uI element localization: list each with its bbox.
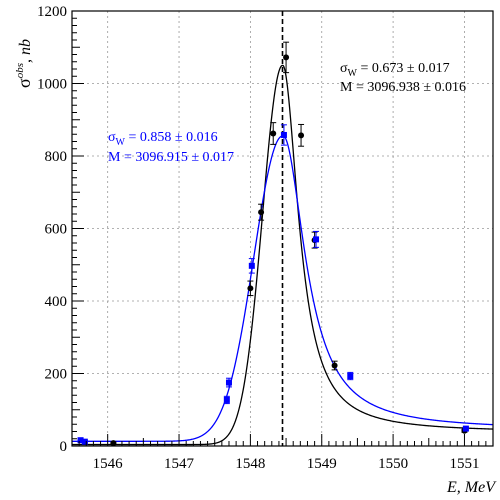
x-tick-label: 1550 xyxy=(378,456,408,472)
data-point-blue xyxy=(347,371,354,381)
marker-square xyxy=(280,131,287,138)
data-point-black xyxy=(258,203,265,221)
marker-square xyxy=(347,373,354,380)
y-axis-symbol: σ xyxy=(14,78,34,88)
marker-square xyxy=(81,438,88,445)
marker-square xyxy=(77,437,84,444)
marker-square xyxy=(462,425,469,432)
marker-circle xyxy=(247,285,254,292)
data-point-black xyxy=(110,440,117,447)
marker-square xyxy=(248,262,255,269)
annotation-black-mass-label: M xyxy=(340,80,353,95)
y-tick-label: 600 xyxy=(45,222,68,238)
annotation-blue-sigma-line: σW = 0.858 ± 0.016 xyxy=(108,130,218,148)
data-point-blue xyxy=(313,230,320,248)
y-tick-label: 1000 xyxy=(37,77,67,93)
data-point-blue xyxy=(248,258,255,274)
annotation-blue: σW = 0.858 ± 0.016 M = 3096.915 ± 0.017 xyxy=(108,130,234,165)
x-tick-label: 1547 xyxy=(164,456,195,472)
data-point-black xyxy=(247,280,254,297)
x-tick-label: 1548 xyxy=(235,456,265,472)
data-point-black xyxy=(331,360,338,371)
data-point-blue xyxy=(223,395,230,405)
data-point-black xyxy=(283,41,290,74)
marker-circle xyxy=(270,130,277,137)
annotation-blue-mass-label: M xyxy=(108,150,121,165)
data-point-blue xyxy=(462,425,469,432)
data-point-blue xyxy=(225,377,232,388)
data-point-black xyxy=(298,123,305,147)
annotation-black-mass-line: M = 3096.938 ± 0.016 xyxy=(340,80,466,95)
annotation-blue-mass-line: M = 3096.915 ± 0.017 xyxy=(108,150,234,165)
data-point-black xyxy=(270,122,277,145)
annotation-black: σW = 0.673 ± 0.017 M = 3096.938 ± 0.016 xyxy=(340,61,466,95)
annotation-blue-mass-value: = 3096.915 ± 0.017 xyxy=(120,150,234,165)
y-axis-superscript: obs xyxy=(14,63,26,78)
axis-ticks xyxy=(71,10,494,447)
data-point-blue xyxy=(81,438,88,445)
annotation-black-sigma: σ xyxy=(340,61,348,76)
data-point-blue xyxy=(280,124,287,146)
x-tick-label: 1551 xyxy=(449,456,479,472)
marker-square xyxy=(223,396,230,403)
marker-circle xyxy=(110,440,117,447)
y-tick-label: 800 xyxy=(45,149,68,165)
marker-circle xyxy=(331,362,338,369)
annotation-black-sigma-value: = 0.673 ± 0.017 xyxy=(357,61,450,76)
y-tick-label: 400 xyxy=(45,294,68,310)
annotation-black-mass-value: = 3096.938 ± 0.016 xyxy=(352,80,466,95)
x-tick-label: 1546 xyxy=(93,456,124,472)
y-tick-label: 200 xyxy=(45,367,68,383)
annotation-blue-sigma-sub: W xyxy=(116,137,126,148)
fit-curve-black xyxy=(72,64,494,446)
annotation-blue-sigma: σ xyxy=(108,130,116,145)
marker-circle xyxy=(283,54,290,61)
marker-circle xyxy=(298,132,305,139)
marker-square xyxy=(313,236,320,243)
marker-circle xyxy=(258,209,265,216)
y-axis-label: σobs, nb xyxy=(14,39,34,88)
annotation-black-sigma-sub: W xyxy=(348,68,358,79)
y-tick-label: 0 xyxy=(60,439,68,455)
annotation-black-sigma-line: σW = 0.673 ± 0.017 xyxy=(340,61,450,79)
marker-square xyxy=(225,379,232,386)
tick-labels: 1546 1547 1548 1549 1550 1551 0 200 400 600 800 100… xyxy=(37,4,479,472)
annotation-blue-sigma-value: = 0.858 ± 0.016 xyxy=(125,130,218,145)
y-axis-unit: , nb xyxy=(17,39,34,63)
x-axis-label: E, MeV xyxy=(446,479,497,496)
y-tick-label: 1200 xyxy=(37,4,67,20)
x-tick-label: 1549 xyxy=(307,456,337,472)
